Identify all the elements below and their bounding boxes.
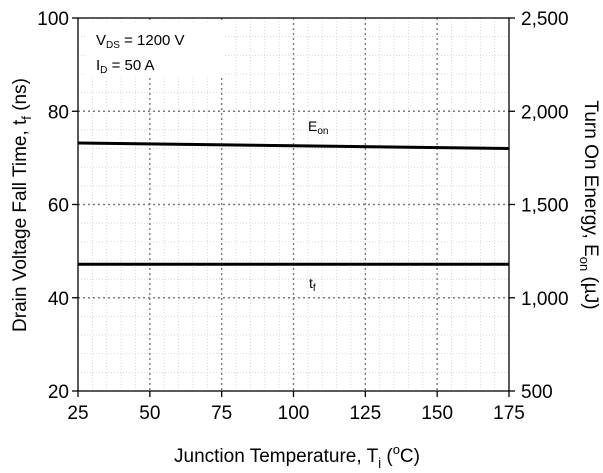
- condition-id: ID = 50 A: [96, 57, 155, 76]
- x-tick-label: 75: [211, 403, 232, 424]
- y-right-tick-label: 1,500: [521, 196, 569, 217]
- x-tick-label: 125: [349, 403, 381, 424]
- y-left-tick-label: 60: [48, 196, 69, 217]
- series-label-tf: tf: [309, 275, 316, 294]
- y-left-tick-label: 80: [48, 102, 69, 123]
- y-right-tick-label: 2,000: [521, 102, 569, 123]
- series-line-eon: [77, 141, 510, 150]
- y-right-tick-label: 500: [521, 382, 553, 403]
- condition-vds: VDS = 1200 V: [96, 32, 185, 51]
- series-lines: [77, 141, 510, 266]
- series-label-eon: Eon: [308, 118, 328, 137]
- y-right-tick-label: 1,000: [521, 289, 569, 310]
- y-right-tick-label: 2,500: [521, 9, 569, 30]
- x-tick-label: 100: [278, 403, 310, 424]
- conditions-box: [86, 22, 224, 78]
- tick-labels: 25 50 75 100 125 150 175 20 40 60 80 100 500 1,000 1,5…: [37, 9, 568, 424]
- y-left-tick-label: 40: [48, 289, 69, 310]
- y-axis-left-title: Drain Voltage Fall Time, tf (ns): [10, 78, 34, 332]
- x-tick-label: 50: [139, 403, 160, 424]
- x-tick-label: 25: [67, 403, 88, 424]
- axis-ticks: [72, 17, 515, 397]
- x-tick-label: 175: [493, 403, 525, 424]
- x-tick-label: 150: [421, 403, 453, 424]
- grid: [78, 18, 509, 391]
- y-left-tick-label: 20: [48, 382, 69, 403]
- x-axis-title: Junction Temperature, Tj (oC): [174, 442, 420, 468]
- y-left-tick-label: 100: [37, 9, 69, 30]
- y-axis-right-title: Turn On Energy, Eon (µJ): [577, 100, 601, 309]
